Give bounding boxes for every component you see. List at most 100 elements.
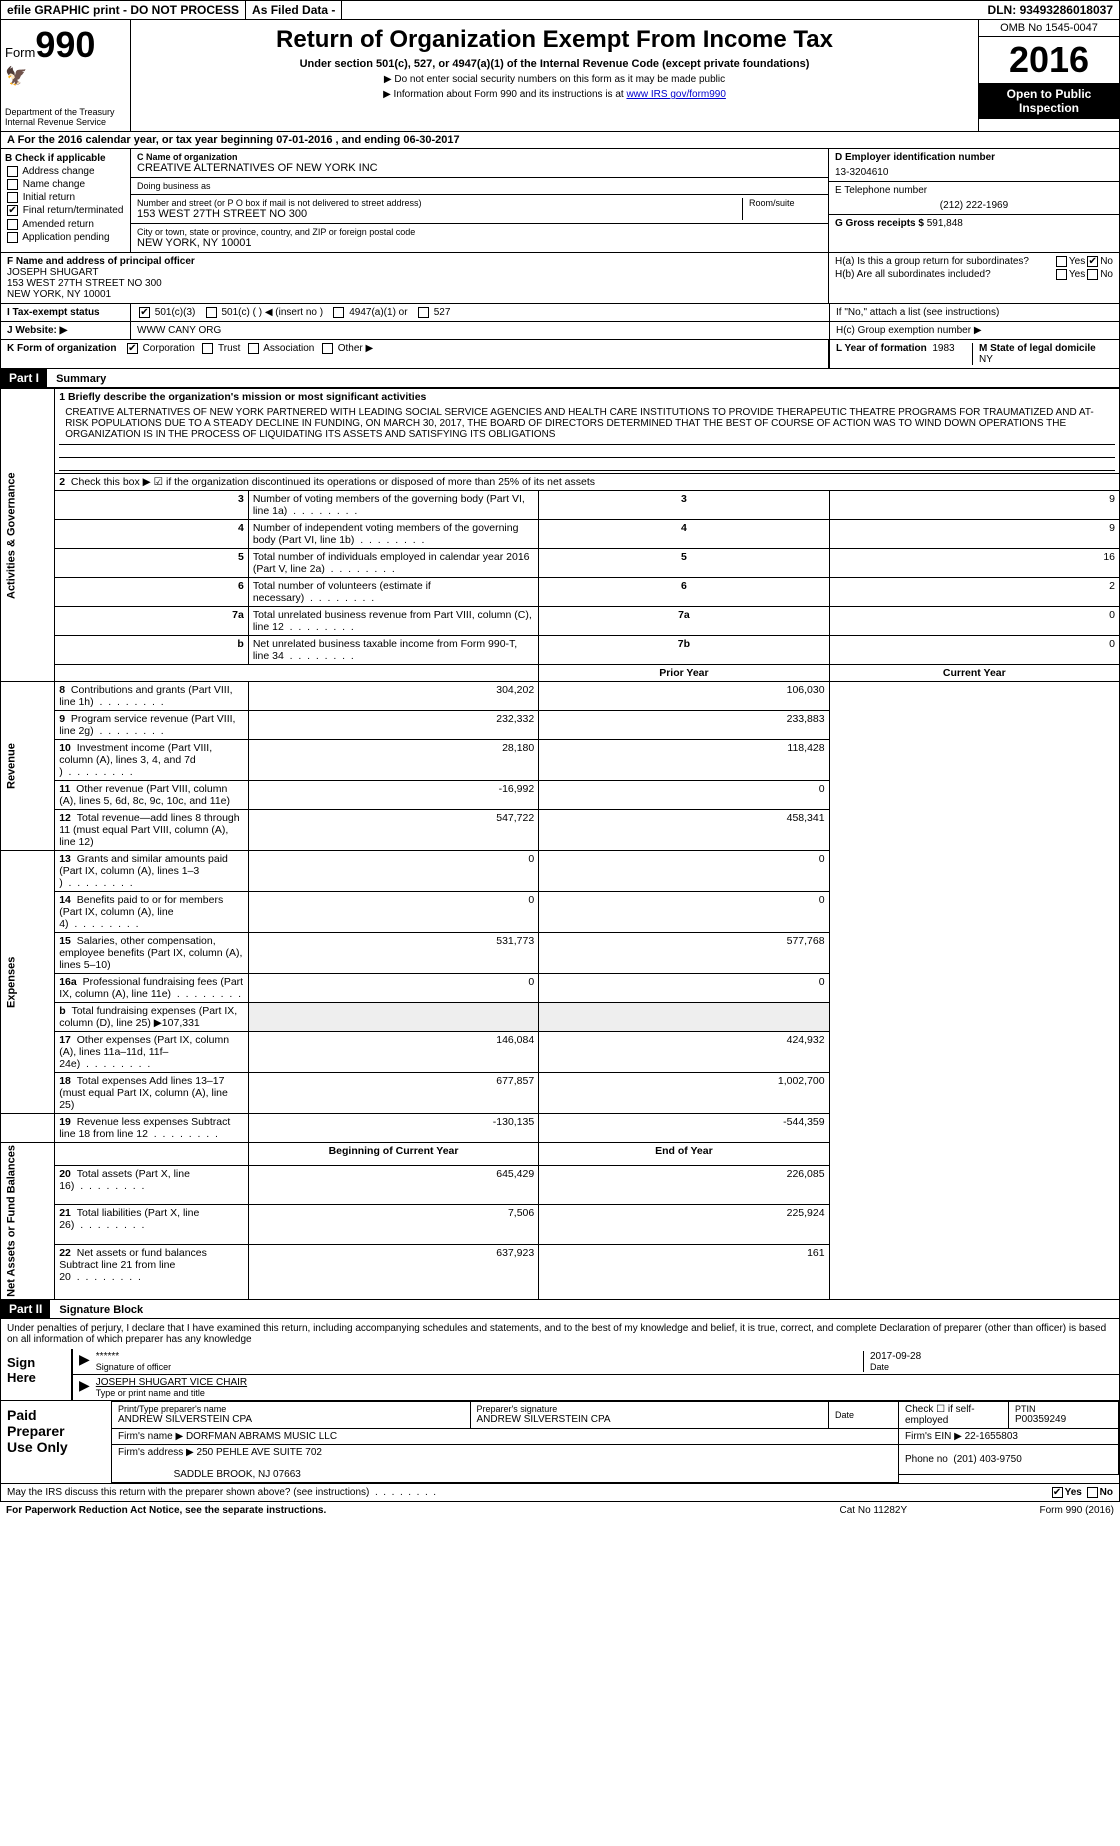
ein-value: 13-3204610 [835,167,1113,178]
bcy-header: Beginning of Current Year [248,1143,538,1166]
prep-sig-label: Preparer's signature [477,1404,823,1414]
ha-yes[interactable] [1056,256,1067,267]
na-row: 20 Total assets (Part X, line 16)645,429… [1,1166,1120,1205]
check-final[interactable]: Final return/terminated [5,205,126,216]
gross-label: G Gross receipts $ [835,218,924,229]
officer-name-typed: JOSEPH SHUGART VICE CHAIR [96,1377,247,1388]
check-address[interactable]: Address change [5,166,126,177]
row-j: J Website: ▶ WWW CANY ORG H(c) Group exe… [0,322,1120,340]
preparer-label: Paid Preparer Use Only [1,1401,111,1483]
city-value: NEW YORK, NY 10001 [137,237,822,249]
prep-sig: ANDREW SILVERSTEIN CPA [477,1414,823,1425]
form-header-left: Form990 🦅 Department of the Treasury Int… [1,20,131,131]
ha-no[interactable] [1087,256,1098,267]
firm-addr2: SADDLE BROOK, NJ 07663 [174,1469,301,1480]
side-exp: Expenses [1,851,55,1114]
discuss-yes[interactable] [1052,1487,1063,1498]
section-f: F Name and address of principal officer … [1,253,829,303]
check-address-label: Address change [22,166,94,177]
part2-header-row: Part II Signature Block [0,1300,1120,1319]
officer-street: 153 WEST 27TH STREET NO 300 [7,278,822,289]
hc-label: H(c) Group exemption number ▶ [829,322,1119,339]
k-corp[interactable] [127,343,138,354]
efile-topbar: efile GRAPHIC print - DO NOT PROCESS As … [0,0,1120,20]
check-pending[interactable]: Application pending [5,232,126,243]
row-i: I Tax-exempt status 501(c)(3) 501(c) ( )… [0,304,1120,322]
efile-label: efile GRAPHIC print - DO NOT PROCESS [1,1,246,19]
officer-name: JOSEPH SHUGART [7,267,822,278]
i-501c[interactable] [206,307,217,318]
check-initial-label: Initial return [23,192,75,203]
m-value: NY [979,354,993,365]
discuss-no-label: No [1100,1487,1113,1498]
ptin-value: P00359249 [1015,1414,1112,1425]
phone-value: (201) 403-9750 [953,1454,1021,1465]
check-name[interactable]: Name change [5,179,126,190]
section-c: C Name of organization CREATIVE ALTERNAT… [131,149,829,252]
firm-addr-cell: Firm's address ▶ 250 PEHLE AVE SUITE 702… [112,1444,899,1482]
exp-row: 17 Other expenses (Part IX, column (A), … [1,1032,1120,1073]
firm-phone-cell: Phone no (201) 403-9750 [899,1444,1119,1474]
officer-city: NEW YORK, NY 10001 [7,289,822,300]
note2-pre: ▶ Information about Form 990 and its ins… [383,89,626,100]
hb-no-label: No [1100,269,1113,280]
i-527[interactable] [418,307,429,318]
k-trust[interactable] [202,343,213,354]
room-label: Room/suite [749,198,822,208]
prep-date-cell: Date [829,1401,899,1428]
preparer-block: Paid Preparer Use Only Print/Type prepar… [0,1401,1120,1484]
hb-note: If "No," attach a list (see instructions… [829,304,1119,321]
gross-cell: G Gross receipts $ 591,848 [829,215,1119,232]
perjury-note: Under penalties of perjury, I declare th… [1,1319,1119,1349]
i-501c3[interactable] [139,307,150,318]
open1: Open to Public [983,87,1115,101]
form-header-mid: Return of Organization Exempt From Incom… [131,20,979,131]
irs-link[interactable]: www IRS gov/form990 [626,89,725,100]
gov-row: bNet unrelated business taxable income f… [1,636,1120,665]
dln: DLN: 93493286018037 [982,1,1119,19]
gov-row: 4Number of independent voting members of… [1,520,1120,549]
k-assoc[interactable] [248,343,259,354]
hb-no[interactable] [1087,269,1098,280]
arrow-icon: ▶ [79,1377,90,1398]
gross-value: 591,848 [927,218,963,229]
f-label: F Name and address of principal officer [7,256,195,267]
cy-header: Current Year [829,665,1119,682]
exp-row: 18 Total expenses Add lines 13–17 (must … [1,1073,1120,1114]
ha-label: H(a) Is this a group return for subordin… [835,256,1054,267]
hb-yes[interactable] [1056,269,1067,280]
gov-row: 7aTotal unrelated business revenue from … [1,607,1120,636]
preparer-right: Print/Type preparer's nameANDREW SILVERS… [111,1401,1119,1483]
part1-header-row: Part I Summary [0,369,1120,388]
check-amended[interactable]: Amended return [5,219,126,230]
hb-label: H(b) Are all subordinates included? [835,269,1054,280]
k-opt3: Other ▶ [338,343,373,354]
j-label: J Website: ▶ [1,322,131,339]
firm-ein-label: Firm's EIN ▶ [905,1431,962,1442]
rev-row: 11 Other revenue (Part VIII, column (A),… [1,781,1120,810]
i-opt2: 501(c) ( ) ◀ (insert no ) [221,307,323,318]
line1-label: 1 Briefly describe the organization's mi… [59,391,426,403]
exp-row: 14 Benefits paid to or for members (Part… [1,892,1120,933]
firm-name: DORFMAN ABRAMS MUSIC LLC [186,1431,337,1442]
l-label: L Year of formation [836,343,927,354]
sig-line-1: ▶ ****** Signature of officer 2017-09-28… [73,1349,1119,1375]
dept-treasury: Department of the Treasury Internal Reve… [5,107,126,127]
section-b-title: B Check if applicable [5,153,126,164]
line1-cell: 1 Briefly describe the organization's mi… [55,389,1120,474]
street-cell: Number and street (or P O box if mail is… [131,195,828,224]
open-inspection: Open to Public Inspection [979,83,1119,119]
gov-row: 6Total number of volunteers (estimate if… [1,578,1120,607]
k-other[interactable] [322,343,333,354]
firm-name-cell: Firm's name ▶ DORFMAN ABRAMS MUSIC LLC [112,1428,899,1444]
firm-name-label: Firm's name ▶ [118,1431,183,1442]
k-opt2: Association [263,343,314,354]
form-label: Form [5,45,35,60]
city-cell: City or town, state or province, country… [131,224,828,252]
phone-label: Phone no [905,1454,948,1465]
discuss-no[interactable] [1087,1487,1098,1498]
check-initial[interactable]: Initial return [5,192,126,203]
street-value: 153 WEST 27TH STREET NO 300 [137,208,742,220]
i-4947[interactable] [333,307,344,318]
na-row: 22 Net assets or fund balances Subtract … [1,1244,1120,1299]
